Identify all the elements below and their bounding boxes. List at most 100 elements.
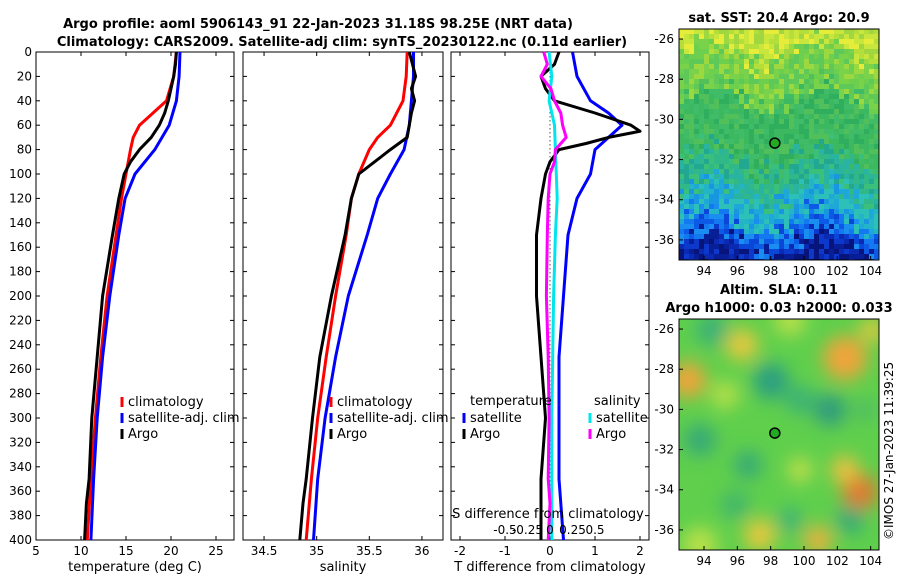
sst-cell <box>849 64 854 69</box>
sst-cell <box>869 249 874 254</box>
sst-cell <box>819 204 824 209</box>
sst-cell <box>759 74 764 79</box>
sst-cell <box>794 249 799 254</box>
sst-cell <box>724 149 729 154</box>
sst-cell <box>799 229 804 234</box>
sst-cell <box>714 144 719 149</box>
sst-cell <box>709 154 714 159</box>
sst-cell <box>744 249 749 254</box>
sst-cell <box>724 49 729 54</box>
sst-cell <box>724 234 729 239</box>
sst-cell <box>724 199 729 204</box>
sst-cell <box>859 29 864 34</box>
sst-cell <box>729 219 734 224</box>
sst-cell <box>874 174 879 179</box>
sst-cell <box>869 139 874 144</box>
sst-cell <box>729 164 734 169</box>
sst-cell <box>824 29 829 34</box>
sst-cell <box>759 169 764 174</box>
sst-cell <box>729 169 734 174</box>
sst-cell <box>714 199 719 204</box>
sst-cell <box>694 209 699 214</box>
sst-cell <box>724 64 729 69</box>
sst-cell <box>694 109 699 114</box>
sst-cell <box>754 59 759 64</box>
sst-cell <box>829 254 834 259</box>
sst-cell <box>859 234 864 239</box>
sst-cell <box>774 224 779 229</box>
sst-cell <box>694 174 699 179</box>
sst-cell <box>864 29 869 34</box>
sst-cell <box>829 214 834 219</box>
sst-cell <box>799 119 804 124</box>
sst-cell <box>684 209 689 214</box>
sst-cell <box>709 189 714 194</box>
sst-cell <box>834 59 839 64</box>
y-tick-label: 360 <box>9 484 32 498</box>
sst-cell <box>839 174 844 179</box>
sst-cell <box>804 204 809 209</box>
sst-cell <box>769 84 774 89</box>
sst-cell <box>824 244 829 249</box>
sst-cell <box>729 149 734 154</box>
sst-cell <box>814 124 819 129</box>
sst-cell <box>864 134 869 139</box>
sst-cell <box>839 179 844 184</box>
sst-cell <box>709 194 714 199</box>
sst-cell <box>844 164 849 169</box>
sst-cell <box>679 104 684 109</box>
sst-cell <box>799 29 804 34</box>
sst-cell <box>764 149 769 154</box>
sst-cell <box>794 184 799 189</box>
sst-cell <box>744 164 749 169</box>
sst-cell <box>684 44 689 49</box>
sst-cell <box>704 114 709 119</box>
sst-cell <box>864 119 869 124</box>
sst-cell <box>829 39 834 44</box>
sst-cell <box>734 99 739 104</box>
sla-anomaly-blob <box>679 362 706 398</box>
sst-cell <box>684 184 689 189</box>
sst-cell <box>874 99 879 104</box>
sst-cell <box>809 174 814 179</box>
sst-cell <box>774 109 779 114</box>
sst-cell <box>784 89 789 94</box>
sst-cell <box>699 219 704 224</box>
sst-cell <box>839 184 844 189</box>
sst-cell <box>864 64 869 69</box>
sst-cell <box>719 254 724 259</box>
sst-cell <box>834 179 839 184</box>
sst-cell <box>824 129 829 134</box>
sst-cell <box>779 109 784 114</box>
sst-cell <box>724 109 729 114</box>
sst-cell <box>764 244 769 249</box>
sst-cell <box>759 99 764 104</box>
sst-cell <box>729 134 734 139</box>
sst-cell <box>864 204 869 209</box>
sst-cell <box>754 109 759 114</box>
sst-cell <box>809 179 814 184</box>
sst-cell <box>834 194 839 199</box>
sst-cell <box>764 214 769 219</box>
map-x-tick-label: 98 <box>763 264 778 278</box>
sst-cell <box>729 144 734 149</box>
sst-cell <box>694 189 699 194</box>
sst-cell <box>739 129 744 134</box>
sst-cell <box>704 64 709 69</box>
sst-cell <box>864 174 869 179</box>
sst-cell <box>839 199 844 204</box>
sst-cell <box>819 159 824 164</box>
sst-cell <box>814 34 819 39</box>
sst-cell <box>779 49 784 54</box>
sst-cell <box>864 229 869 234</box>
sst-cell <box>699 179 704 184</box>
sst-cell <box>859 84 864 89</box>
sst-cell <box>834 209 839 214</box>
sst-cell <box>769 89 774 94</box>
sst-cell <box>769 249 774 254</box>
sst-cell <box>784 54 789 59</box>
sla-anomaly-blob <box>836 506 864 534</box>
sst-cell <box>754 89 759 94</box>
sst-cell <box>719 234 724 239</box>
sst-cell <box>864 49 869 54</box>
